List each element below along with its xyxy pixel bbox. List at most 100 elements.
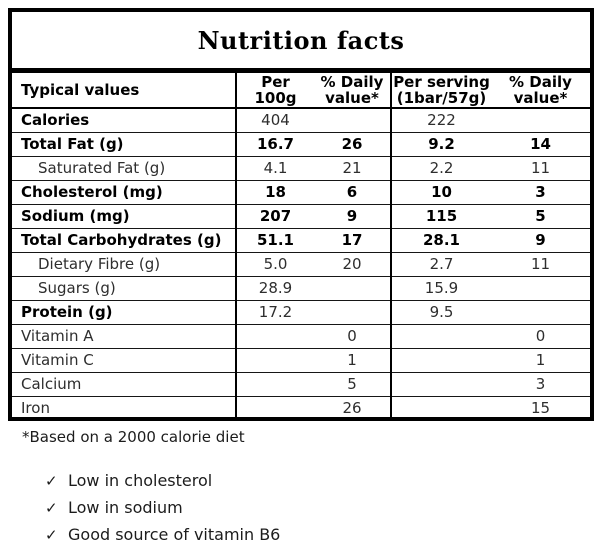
cell-per-serving: 10 xyxy=(390,180,491,206)
cell-per-serving: 9.2 xyxy=(390,132,491,158)
cell-per-100g: 5.0 xyxy=(235,252,314,278)
table-row-vitamin-c: Vitamin C 1 1 xyxy=(12,348,590,374)
footnote: *Based on a 2000 calorie diet xyxy=(22,428,245,446)
cell-per-serving: 28.1 xyxy=(390,228,491,254)
checklist-item: ✓ Good source of vitamin B6 xyxy=(45,521,280,548)
checklist-item-label: Good source of vitamin B6 xyxy=(68,525,281,544)
title-section: Nutrition facts xyxy=(12,12,590,73)
cell-per-100g xyxy=(235,324,314,350)
row-label: Sugars (g) xyxy=(12,276,236,302)
table-row-protein: Protein (g) 17.2 9.5 xyxy=(12,300,590,326)
column-header-daily-value-serving: % Daily value* xyxy=(491,73,590,109)
cell-daily-serving xyxy=(491,108,590,134)
cell-per-100g: 28.9 xyxy=(235,276,314,302)
cell-per-100g xyxy=(235,372,314,398)
cell-daily-serving: 11 xyxy=(491,252,590,278)
checkmark-icon: ✓ xyxy=(45,471,58,490)
cell-daily-serving: 11 xyxy=(491,156,590,182)
cell-per-serving xyxy=(390,324,491,350)
row-label: Protein (g) xyxy=(12,300,236,326)
cell-per-100g: 207 xyxy=(235,204,314,230)
cell-daily-serving: 9 xyxy=(491,228,590,254)
cell-daily-100g: 0 xyxy=(314,324,391,350)
cell-daily-serving xyxy=(491,276,590,302)
row-label: Iron xyxy=(21,399,50,418)
row-label: Vitamin C xyxy=(12,348,236,374)
cell-per-100g xyxy=(235,396,314,417)
cell-daily-100g: 26 xyxy=(342,399,362,418)
cell-daily-100g: 6 xyxy=(314,180,391,206)
cell-per-100g: 404 xyxy=(235,108,314,134)
cell-daily-100g: 5 xyxy=(314,372,391,398)
cell-daily-100g xyxy=(314,276,391,302)
cell-per-serving: 15.9 xyxy=(390,276,491,302)
cell-daily-100g: 20 xyxy=(314,252,391,278)
table-row-cholesterol: Cholesterol (mg) 18 6 10 3 xyxy=(12,180,590,206)
cell-daily-serving: 1 xyxy=(491,348,590,374)
cell-per-100g: 16.7 xyxy=(235,132,314,158)
nutrition-facts-panel: Nutrition facts Typical values Per 100g … xyxy=(8,8,594,421)
cell-per-serving: 222 xyxy=(390,108,491,134)
checklist-item: ✓ Low in sodium xyxy=(45,494,280,521)
table-row-sugars: Sugars (g) 28.9 15.9 xyxy=(12,276,590,302)
table-row-dietary-fibre: Dietary Fibre (g) 5.0 20 2.7 11 xyxy=(12,252,590,278)
benefits-checklist: ✓ Low in cholesterol ✓ Low in sodium ✓ G… xyxy=(45,467,280,548)
cell-per-100g: 18 xyxy=(235,180,314,206)
cell-daily-100g: 26 xyxy=(314,132,391,158)
row-label: Saturated Fat (g) xyxy=(12,156,236,182)
table-row-iron: Iron 26 15 xyxy=(12,396,590,418)
table-row-sodium: Sodium (mg) 207 9 115 5 xyxy=(12,204,590,230)
cell-daily-100g xyxy=(314,300,391,326)
cell-per-100g: 4.1 xyxy=(235,156,314,182)
table-row-calcium: Calcium 5 3 xyxy=(12,372,590,398)
table-header-row: Typical values Per 100g % Daily value* P… xyxy=(12,73,590,109)
cell-daily-serving: 0 xyxy=(491,324,590,350)
cell-daily-100g: 17 xyxy=(314,228,391,254)
cell-per-serving: 9.5 xyxy=(390,300,491,326)
row-label: Calcium xyxy=(12,372,236,398)
column-header-daily-value-100g: % Daily value* xyxy=(314,73,391,109)
cell-daily-100g xyxy=(314,108,391,134)
table-row-saturated-fat: Saturated Fat (g) 4.1 21 2.2 11 xyxy=(12,156,590,182)
cell-daily-serving: 14 xyxy=(491,132,590,158)
table-row-total-carbohydrates: Total Carbohydrates (g) 51.1 17 28.1 9 xyxy=(12,228,590,254)
cell-daily-100g: 9 xyxy=(314,204,391,230)
row-label: Vitamin A xyxy=(12,324,236,350)
cell-daily-100g: 21 xyxy=(314,156,391,182)
cell-per-serving xyxy=(390,372,491,398)
column-header-per-100g: Per 100g xyxy=(235,73,314,109)
cell-daily-serving: 15 xyxy=(530,399,551,418)
table-row-calories: Calories 404 222 xyxy=(12,108,590,134)
table-row-total-fat: Total Fat (g) 16.7 26 9.2 14 xyxy=(12,132,590,158)
cell-per-serving: 115 xyxy=(390,204,491,230)
cell-per-serving: 2.7 xyxy=(390,252,491,278)
row-label: Cholesterol (mg) xyxy=(12,180,236,206)
checklist-item-label: Low in cholesterol xyxy=(68,471,213,490)
table-row-vitamin-a: Vitamin A 0 0 xyxy=(12,324,590,350)
column-header-typical-values: Typical values xyxy=(12,73,236,109)
cell-per-100g: 17.2 xyxy=(235,300,314,326)
cell-per-100g: 51.1 xyxy=(235,228,314,254)
cell-per-serving xyxy=(390,396,491,417)
cell-per-100g xyxy=(235,348,314,374)
cell-per-serving: 2.2 xyxy=(390,156,491,182)
cell-daily-serving: 3 xyxy=(491,372,590,398)
cell-daily-serving: 3 xyxy=(491,180,590,206)
row-label: Calories xyxy=(12,108,236,134)
checklist-item-label: Low in sodium xyxy=(68,498,183,517)
row-label: Total Carbohydrates (g) xyxy=(12,228,236,254)
row-label: Sodium (mg) xyxy=(12,204,236,230)
page-title: Nutrition facts xyxy=(197,25,405,55)
column-header-per-serving: Per serving (1bar/57g) xyxy=(390,73,491,109)
cell-per-serving xyxy=(390,348,491,374)
row-label: Total Fat (g) xyxy=(12,132,236,158)
cell-daily-100g: 1 xyxy=(314,348,391,374)
checklist-item: ✓ Low in cholesterol xyxy=(45,467,280,494)
checkmark-icon: ✓ xyxy=(45,525,58,544)
cell-daily-serving xyxy=(491,300,590,326)
row-label: Dietary Fibre (g) xyxy=(12,252,236,278)
cell-daily-serving: 5 xyxy=(491,204,590,230)
nutrition-table: Typical values Per 100g % Daily value* P… xyxy=(12,73,590,418)
checkmark-icon: ✓ xyxy=(45,498,58,517)
